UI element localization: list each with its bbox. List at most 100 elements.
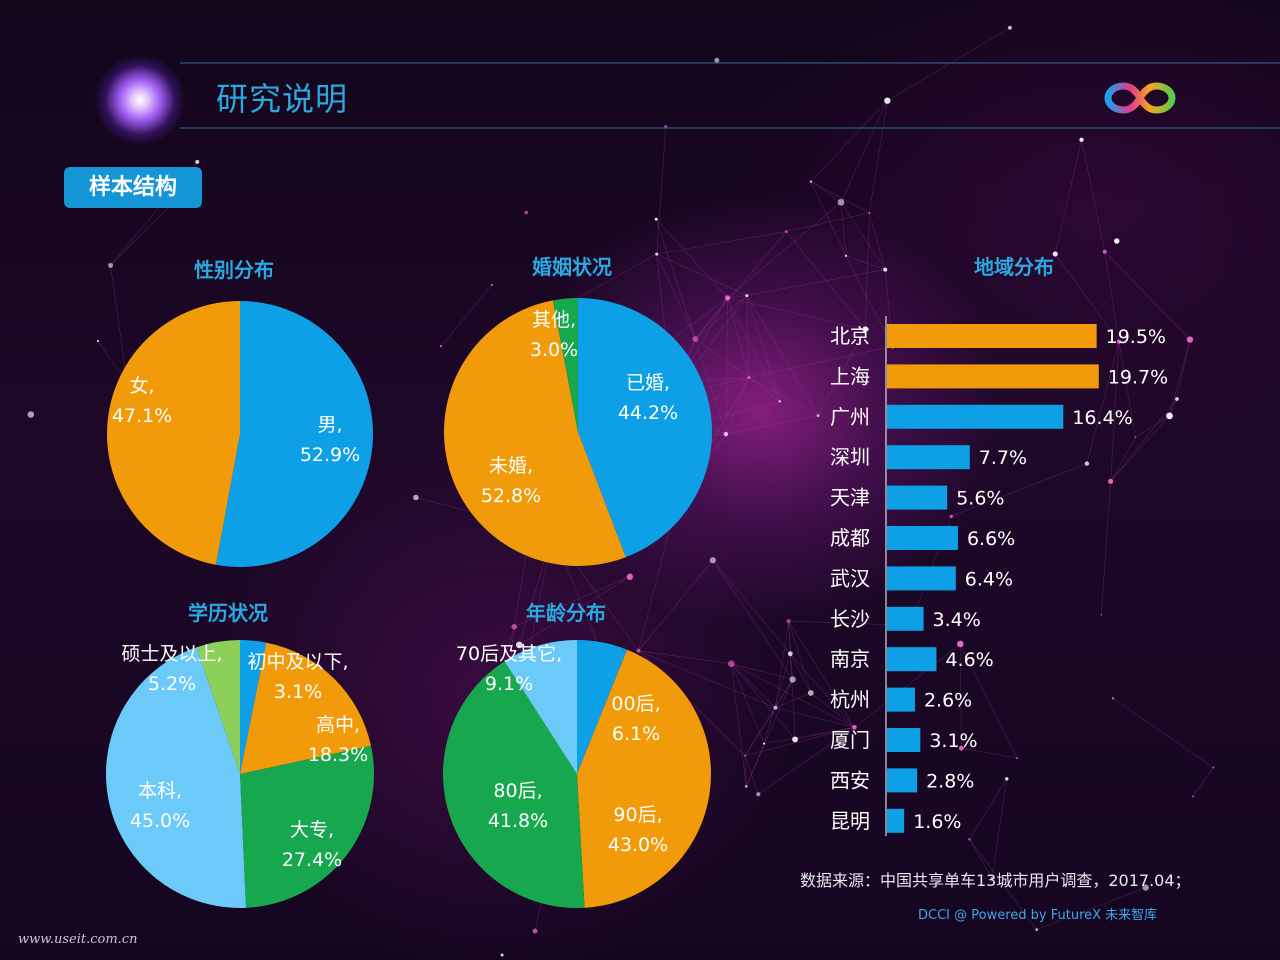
pie-slice-value: 44.2% [618,402,678,424]
network-line [959,643,962,749]
network-line [869,100,888,213]
star-dot [636,648,641,653]
chart-title-gender: 性别分布 [194,258,274,282]
network-line [727,201,842,299]
star-dot [949,514,954,519]
network-line [758,727,855,795]
network-line [744,707,776,756]
star-dot [778,400,781,403]
network-line [1104,251,1191,340]
network-line [110,200,176,266]
network-line [991,778,1008,879]
network-line [1118,341,1136,438]
pie-slice-name: 80后, [493,780,542,802]
pie-slice-value: 47.1% [112,405,172,427]
pie-slice-name: 大专, [290,819,334,841]
network-line [817,329,866,416]
pie-slice-value: 18.3% [308,744,368,766]
credit-note: DCCI @ Powered by FutureX 未来智库 [918,908,1158,923]
pie-chart-0: 男, 52.9% 女, 47.1% [107,301,374,567]
network-line [788,620,812,694]
pie-slice [577,649,711,908]
pie-slice [107,301,240,565]
star-dot [1112,697,1115,700]
star-dot [744,784,748,788]
pie-slice [240,640,267,774]
star-dot [1016,757,1019,760]
network-line [638,505,676,651]
pie-slice [443,300,626,566]
pie-chart-2: 初中及以下, 3.1% 高中, 18.3% 大专, 27.4% 本科, 45.0% 硕士及以上,… [105,640,374,908]
pie-slice-name: 本科, [138,780,182,802]
network-line [810,692,855,728]
bar [887,445,970,470]
star-dot [27,411,35,418]
pie-slice [240,745,374,908]
bar-value-label: 6.4% [965,568,1013,590]
pie-slice-value: 6.1% [612,723,660,745]
network-line [725,401,780,435]
network-line [869,212,886,270]
data-source-note: 数据来源：中国共享单车13城市用户调查，2017.04； [800,871,1191,890]
network-line [887,27,1011,101]
network-line [656,126,666,255]
star-dot [844,254,848,257]
network-line [440,284,493,347]
star-dot [792,736,799,743]
pie-slice-value: 27.4% [282,849,342,871]
star-dot [958,745,964,751]
network-line [1135,415,1170,438]
star-dot [756,792,761,797]
bar [887,485,948,510]
pie-slice-name: 70后及其它, [456,643,562,665]
network-line [775,679,793,708]
network-line [727,297,866,330]
network-line [788,620,855,728]
network-line [695,338,727,435]
star-dot [807,690,814,696]
star-dot [990,877,994,880]
star-dot [784,229,788,234]
star-dot [1102,249,1107,254]
bar [887,647,937,672]
star-dot [1116,339,1121,344]
network-line [786,212,870,232]
bar-value-label: 5.6% [956,488,1004,510]
bar [887,768,918,793]
network-line [969,839,1037,930]
network-line [655,219,696,340]
star-dot [1142,884,1149,891]
star-dot [852,725,857,730]
network-line [969,839,993,879]
network-line [746,269,886,296]
header-rule [180,62,1280,129]
star-dot [1192,795,1194,798]
star-dot [883,267,888,272]
network-line [1055,253,1120,342]
star-dot [862,326,869,333]
pie-slice-name: 其他, [532,309,576,331]
star-dot [1108,478,1114,485]
network-line [110,265,128,384]
pie-slice [240,642,371,774]
pie-slice-label: 70后及其它, 9.1% [456,643,562,695]
network-line [725,377,750,435]
bar-category-label: 南京 [830,647,870,671]
star-dot [1084,461,1090,466]
network-line [840,100,888,203]
network-line [725,297,728,435]
network-line [745,679,793,787]
network-line [1110,398,1178,482]
network-line [865,212,870,330]
star-dot [96,339,100,343]
bar [887,526,958,550]
star-dot [747,376,751,380]
bar-category-label: 昆明 [830,809,870,833]
bar [887,404,1064,429]
pie-slice [552,298,578,432]
network-line [656,231,787,255]
pie-slice-label: 大专, 27.4% [282,819,342,871]
bar-value-label: 6.6% [967,528,1015,550]
network-line [1192,767,1214,797]
